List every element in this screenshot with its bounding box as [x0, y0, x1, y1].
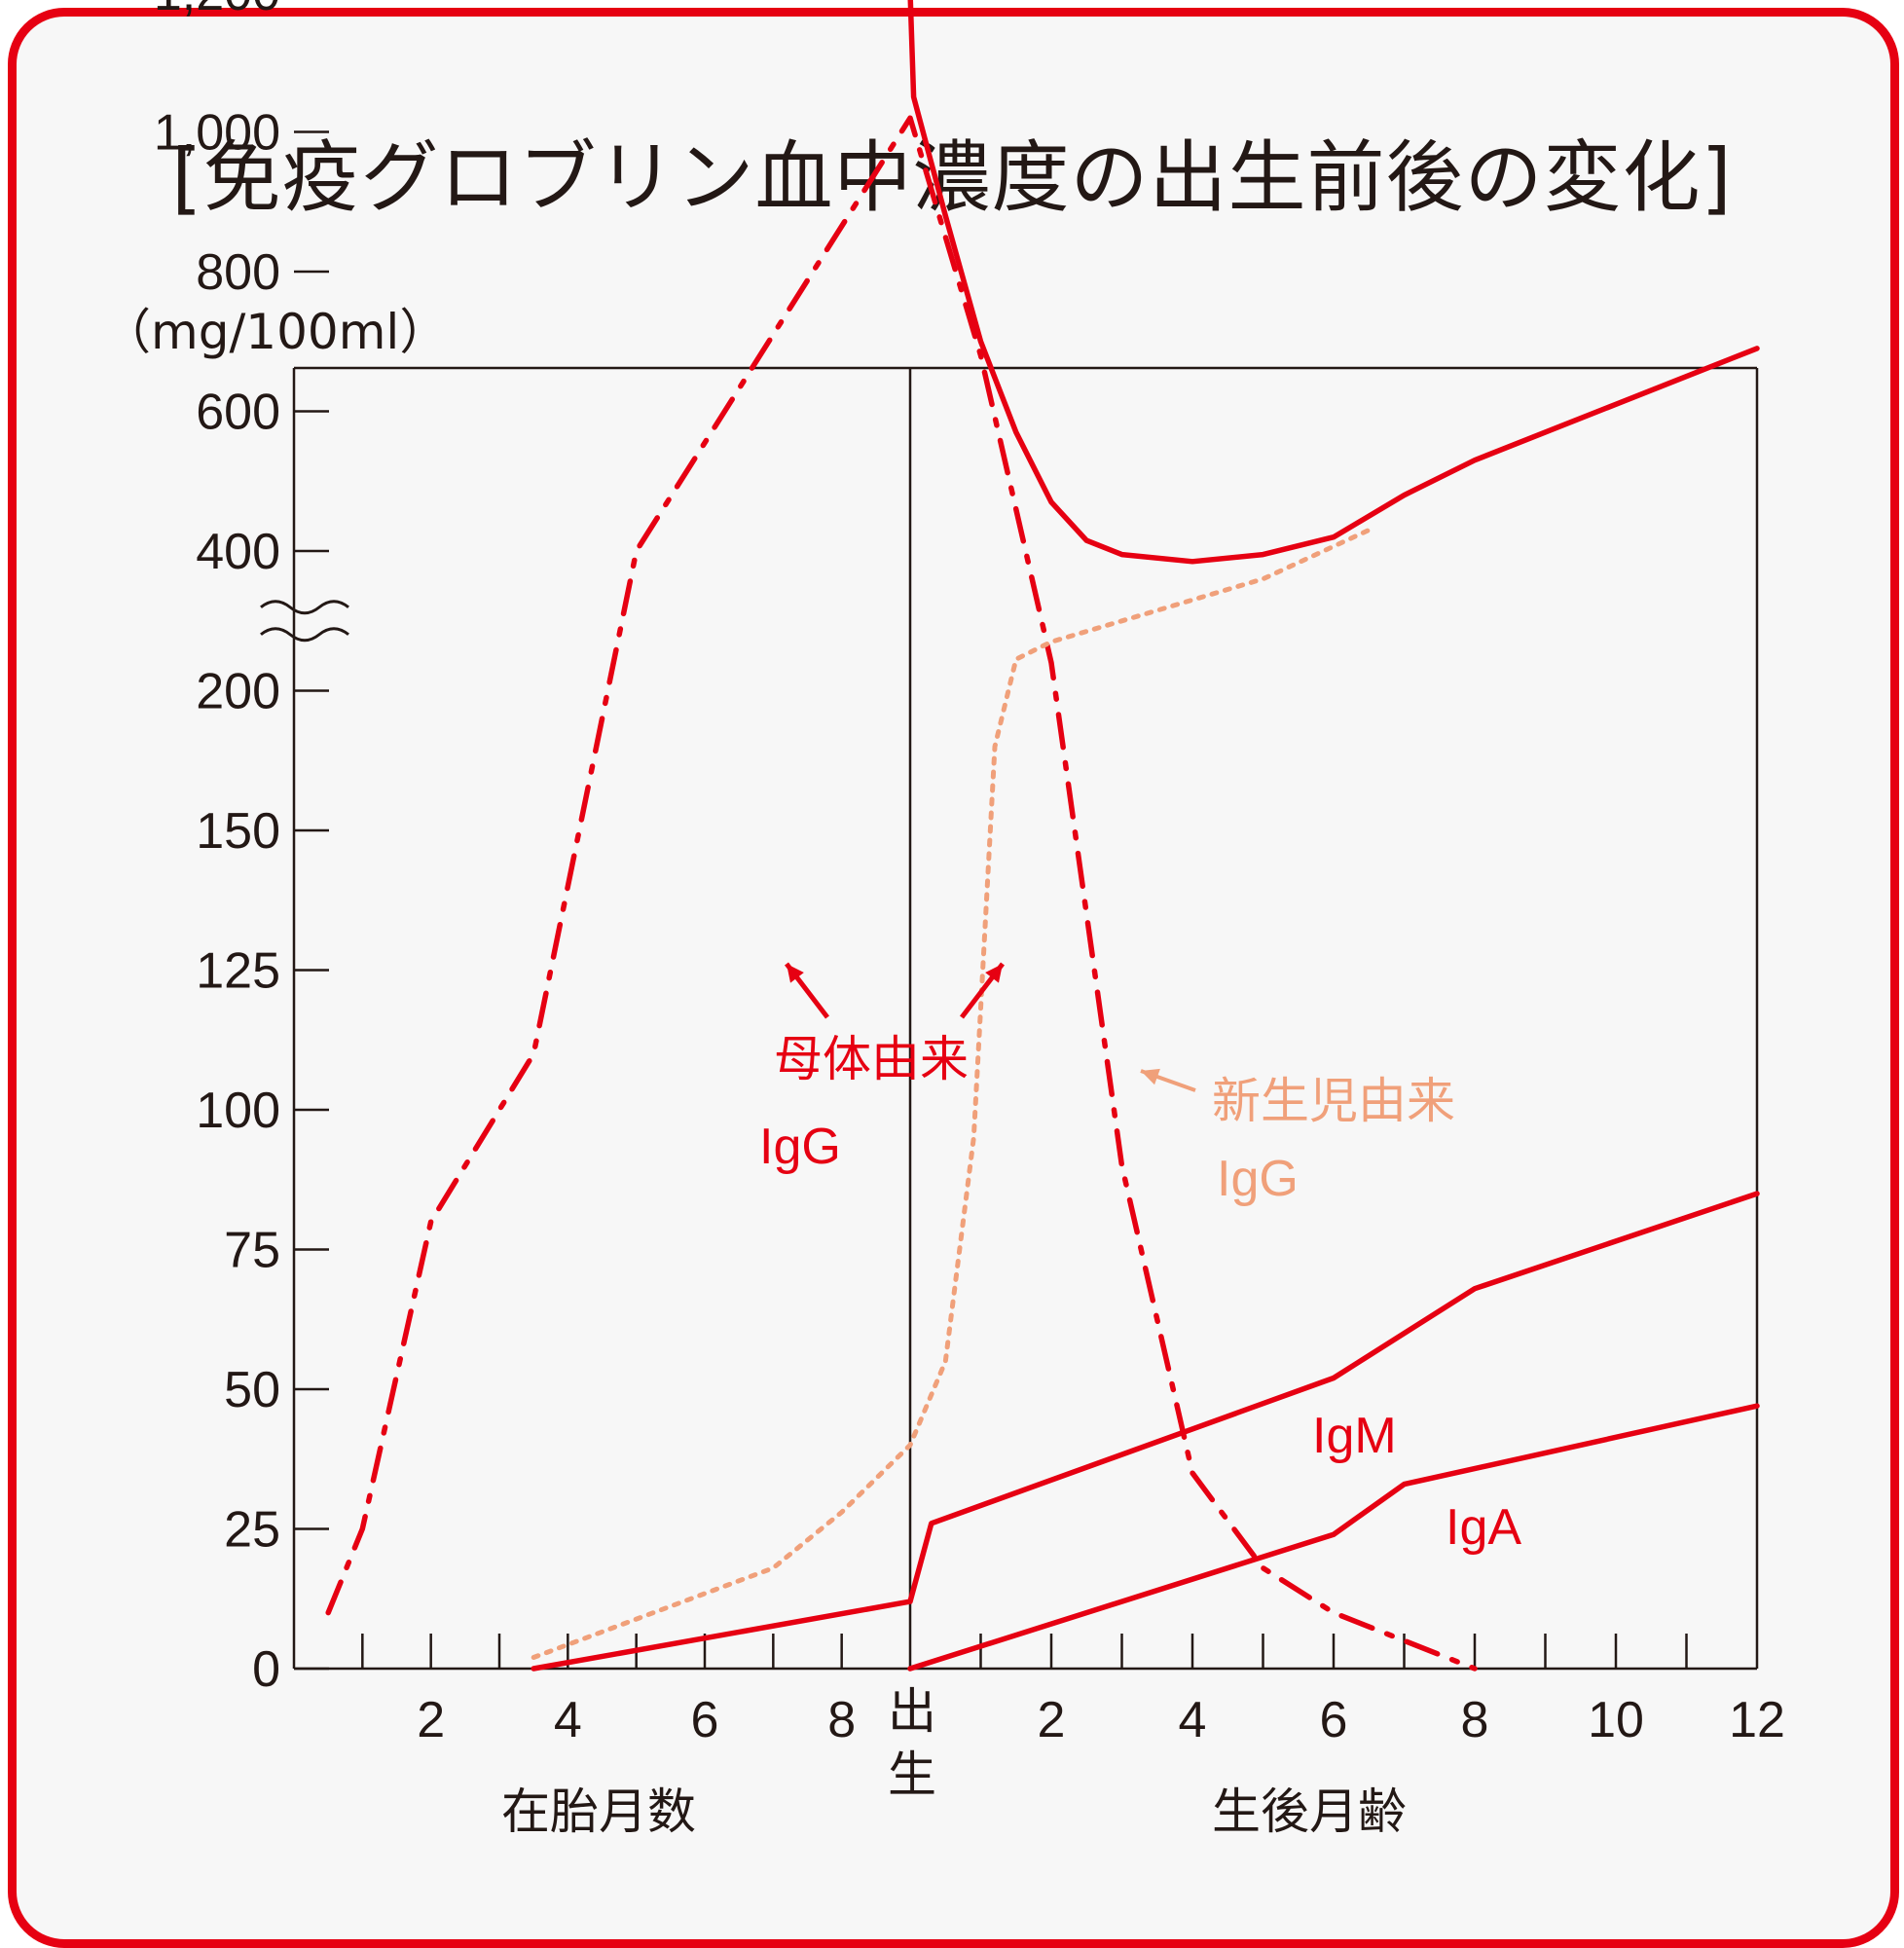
- y-tick-label: 200: [196, 664, 280, 720]
- annotation-layer: （mg/100ml） 母体由来 IgG 新生児由来 IgG IgM IgA 在胎…: [102, 304, 1521, 1840]
- maternal-arrow-right-head: [985, 964, 1003, 983]
- newborn-igg-label: IgG: [1217, 1151, 1299, 1207]
- y-tick-label: 125: [196, 943, 280, 1000]
- plot-area: [292, 366, 1759, 1671]
- maternal-label: 母体由来: [774, 1031, 969, 1087]
- axis-break-mark-upper: [260, 600, 349, 615]
- birth-label-bottom: 生: [888, 1746, 936, 1803]
- chart-title: [免疫グロブリン血中濃度の出生前後の変化]: [171, 132, 1733, 223]
- maternal-igg-label: IgG: [759, 1119, 841, 1175]
- series-line-2: [531, 528, 1372, 1660]
- series-layer: [325, 0, 1760, 1672]
- x-tick-label-postnatal: 10: [1588, 1692, 1644, 1748]
- x-axis-label-prenatal: 在胎月数: [501, 1783, 696, 1840]
- y-tick-label: 400: [196, 524, 280, 580]
- y-tick-label: 800: [196, 244, 280, 301]
- series-line-1: [325, 115, 1478, 1672]
- axis-break-mark-lower: [260, 627, 349, 643]
- newborn-arrow-head: [1141, 1068, 1160, 1085]
- y-unit-label: （mg/100ml）: [102, 304, 448, 360]
- x-tick-label-postnatal: 2: [1038, 1692, 1066, 1748]
- x-tick-label-postnatal: 6: [1320, 1692, 1348, 1748]
- y-tick-label: 75: [224, 1223, 280, 1279]
- y-tick-label: 0: [252, 1641, 280, 1698]
- series-line-0: [907, 0, 1760, 565]
- y-tick-label: 600: [196, 385, 280, 441]
- series-line-4: [907, 1403, 1760, 1672]
- series-line-3: [531, 1191, 1760, 1672]
- chart-frame: [8, 8, 1899, 1948]
- maternal-arrow-left-head: [787, 964, 804, 983]
- x-axis-label-postnatal: 生後月齢: [1212, 1783, 1407, 1840]
- x-tick-label-postnatal: 12: [1729, 1692, 1785, 1748]
- y-axis: 0 25 50 75 100 125 150 200 400 600 800 1,000 1,200: [154, 0, 349, 1698]
- y-tick-label: 1,200: [154, 0, 280, 21]
- x-axis: 2 4 6 8 2 4 6 8 10 12: [361, 1634, 1785, 1748]
- birth-label-top: 出: [888, 1683, 936, 1740]
- y-tick-label: 150: [196, 803, 280, 860]
- y-tick-label: 25: [224, 1502, 280, 1559]
- y-tick-label: 1,000: [154, 105, 280, 162]
- series-label-iga: IgA: [1446, 1499, 1521, 1556]
- x-tick-label-prenatal: 8: [827, 1692, 856, 1748]
- y-tick-label: 50: [224, 1362, 280, 1418]
- x-tick-label-prenatal: 2: [417, 1692, 445, 1748]
- x-tick-label-postnatal: 4: [1179, 1692, 1207, 1748]
- x-tick-label-postnatal: 8: [1461, 1692, 1489, 1748]
- newborn-label: 新生児由来: [1212, 1073, 1455, 1129]
- series-label-igm: IgM: [1312, 1408, 1397, 1464]
- x-tick-label-prenatal: 4: [554, 1692, 582, 1748]
- y-tick-label: 100: [196, 1083, 280, 1139]
- x-tick-label-prenatal: 6: [691, 1692, 719, 1748]
